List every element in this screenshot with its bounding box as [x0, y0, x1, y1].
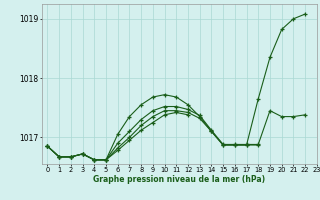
X-axis label: Graphe pression niveau de la mer (hPa): Graphe pression niveau de la mer (hPa) [93, 175, 265, 184]
